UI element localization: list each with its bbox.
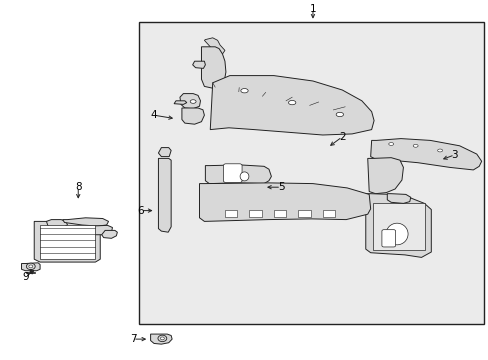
Ellipse shape: [240, 172, 248, 181]
Polygon shape: [204, 38, 224, 54]
Polygon shape: [158, 148, 171, 157]
Bar: [224, 210, 237, 217]
Polygon shape: [21, 263, 40, 271]
Text: 6: 6: [137, 206, 144, 216]
FancyBboxPatch shape: [223, 164, 242, 183]
Ellipse shape: [190, 100, 196, 103]
Polygon shape: [370, 139, 481, 170]
Polygon shape: [158, 158, 171, 232]
Polygon shape: [102, 230, 117, 238]
Bar: [273, 210, 285, 217]
Bar: [40, 225, 95, 259]
Text: 1: 1: [309, 4, 316, 14]
Text: 3: 3: [450, 150, 457, 160]
Polygon shape: [34, 221, 100, 262]
Ellipse shape: [288, 100, 295, 105]
Polygon shape: [199, 183, 370, 221]
Bar: [298, 210, 310, 217]
Polygon shape: [62, 218, 108, 226]
Bar: [322, 210, 334, 217]
Polygon shape: [201, 47, 225, 90]
Ellipse shape: [386, 223, 407, 245]
Ellipse shape: [29, 265, 33, 268]
Text: 9: 9: [22, 272, 29, 282]
Bar: [249, 210, 261, 217]
Ellipse shape: [336, 112, 343, 117]
Polygon shape: [180, 94, 200, 109]
Polygon shape: [386, 194, 410, 203]
Ellipse shape: [388, 143, 393, 145]
Polygon shape: [192, 61, 205, 68]
Text: 2: 2: [338, 132, 345, 142]
Ellipse shape: [240, 89, 247, 93]
Ellipse shape: [437, 149, 442, 152]
Ellipse shape: [158, 335, 166, 342]
Polygon shape: [367, 158, 403, 194]
Polygon shape: [182, 108, 204, 124]
Ellipse shape: [26, 263, 35, 270]
Polygon shape: [205, 165, 271, 184]
FancyBboxPatch shape: [381, 230, 395, 247]
Polygon shape: [150, 334, 172, 344]
Text: 4: 4: [150, 110, 157, 120]
Bar: [139, 22, 483, 324]
Text: 8: 8: [75, 182, 81, 192]
Ellipse shape: [160, 337, 164, 340]
Polygon shape: [365, 194, 430, 257]
Polygon shape: [46, 220, 67, 228]
Polygon shape: [210, 76, 373, 135]
Text: 5: 5: [277, 182, 284, 192]
Text: 7: 7: [129, 334, 136, 344]
Polygon shape: [174, 101, 186, 104]
Polygon shape: [85, 225, 112, 235]
Ellipse shape: [412, 144, 417, 147]
Bar: [372, 203, 425, 250]
